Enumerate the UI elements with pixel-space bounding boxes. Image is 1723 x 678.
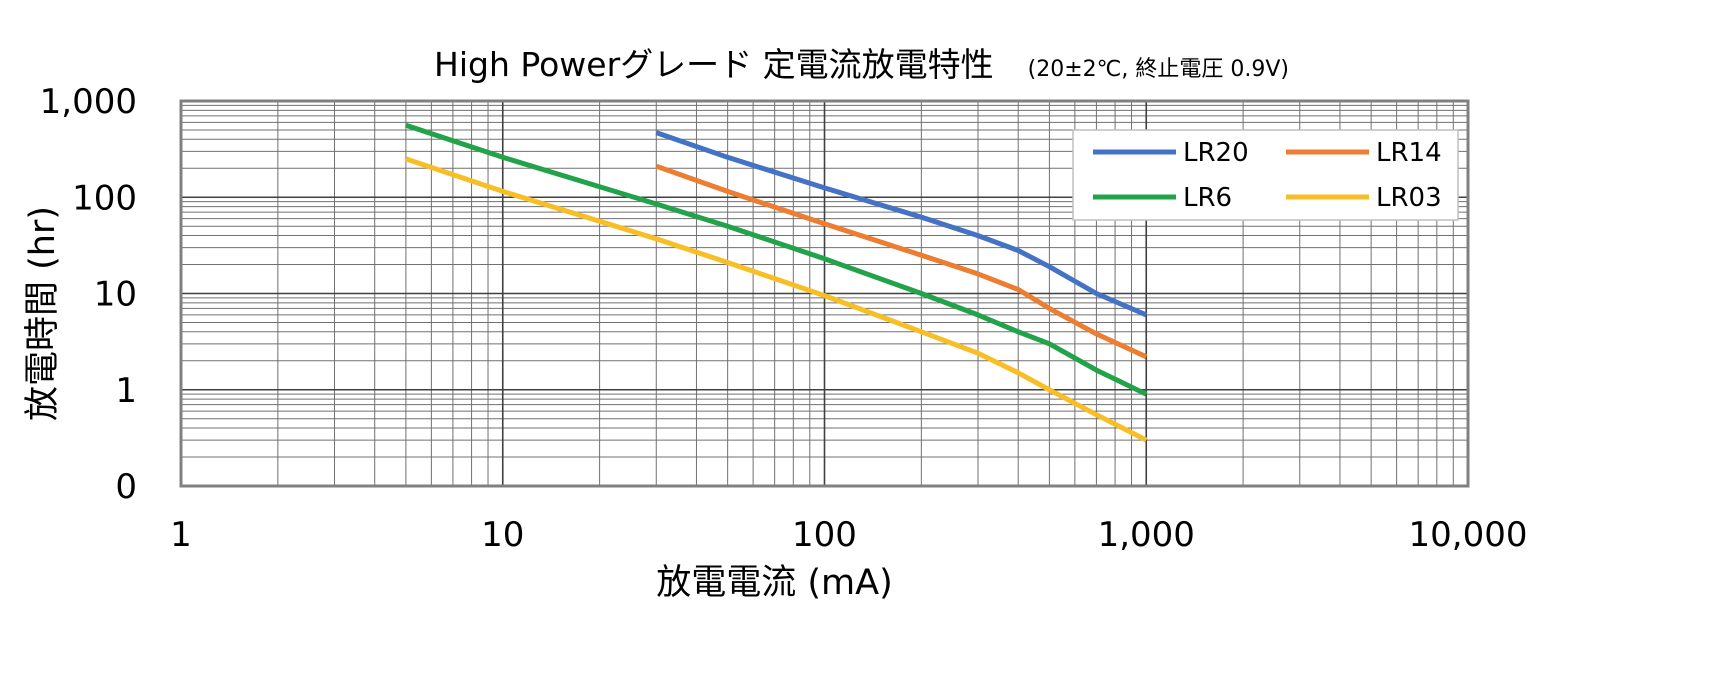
series-line-lr6 — [405, 122, 1148, 397]
legend-label-lr03: LR03 — [1376, 183, 1442, 213]
legend-box — [1072, 129, 1459, 221]
legend: LR20 LR14 LR6 LR03 — [1072, 129, 1459, 221]
series-line-lr20 — [655, 130, 1148, 318]
chart-subtitle: (20±2℃, 終止電圧 0.9V) — [1027, 57, 1289, 82]
chart-title-block: High Powerグレード 定電流放電特性 (20±2℃, 終止電圧 0.9V) — [0, 38, 1723, 86]
y-tick-label: 10 — [94, 275, 137, 315]
y-tick-label: 100 — [72, 178, 137, 218]
series-line-lr14 — [655, 163, 1148, 360]
x-tick-labels: 1 10 100 1,000 10,000 — [170, 515, 1527, 555]
series-layer — [405, 122, 1148, 443]
chart-title: High Powerグレード 定電流放電特性 — [434, 45, 994, 84]
legend-label-lr14: LR14 — [1376, 138, 1442, 168]
plot-frame — [179, 99, 1470, 488]
x-tick-label: 100 — [792, 515, 857, 555]
x-axis-title: 放電電流 (mA) — [656, 563, 892, 603]
y-tick-labels: 0 1 10 100 1,000 — [40, 82, 137, 507]
x-tick-label: 10,000 — [1409, 515, 1528, 555]
y-tick-label: 1 — [115, 371, 137, 411]
legend-label-lr6: LR6 — [1183, 183, 1232, 213]
y-axis-title: 放電時間 (hr) — [23, 206, 63, 421]
series-line-lr03 — [405, 156, 1148, 443]
x-tick-label: 1,000 — [1098, 515, 1195, 555]
y-tick-label: 1,000 — [40, 82, 137, 122]
x-tick-label: 1 — [170, 515, 192, 555]
y-tick-label: 0 — [115, 467, 137, 507]
x-tick-label: 10 — [481, 515, 524, 555]
legend-label-lr20: LR20 — [1183, 138, 1249, 168]
